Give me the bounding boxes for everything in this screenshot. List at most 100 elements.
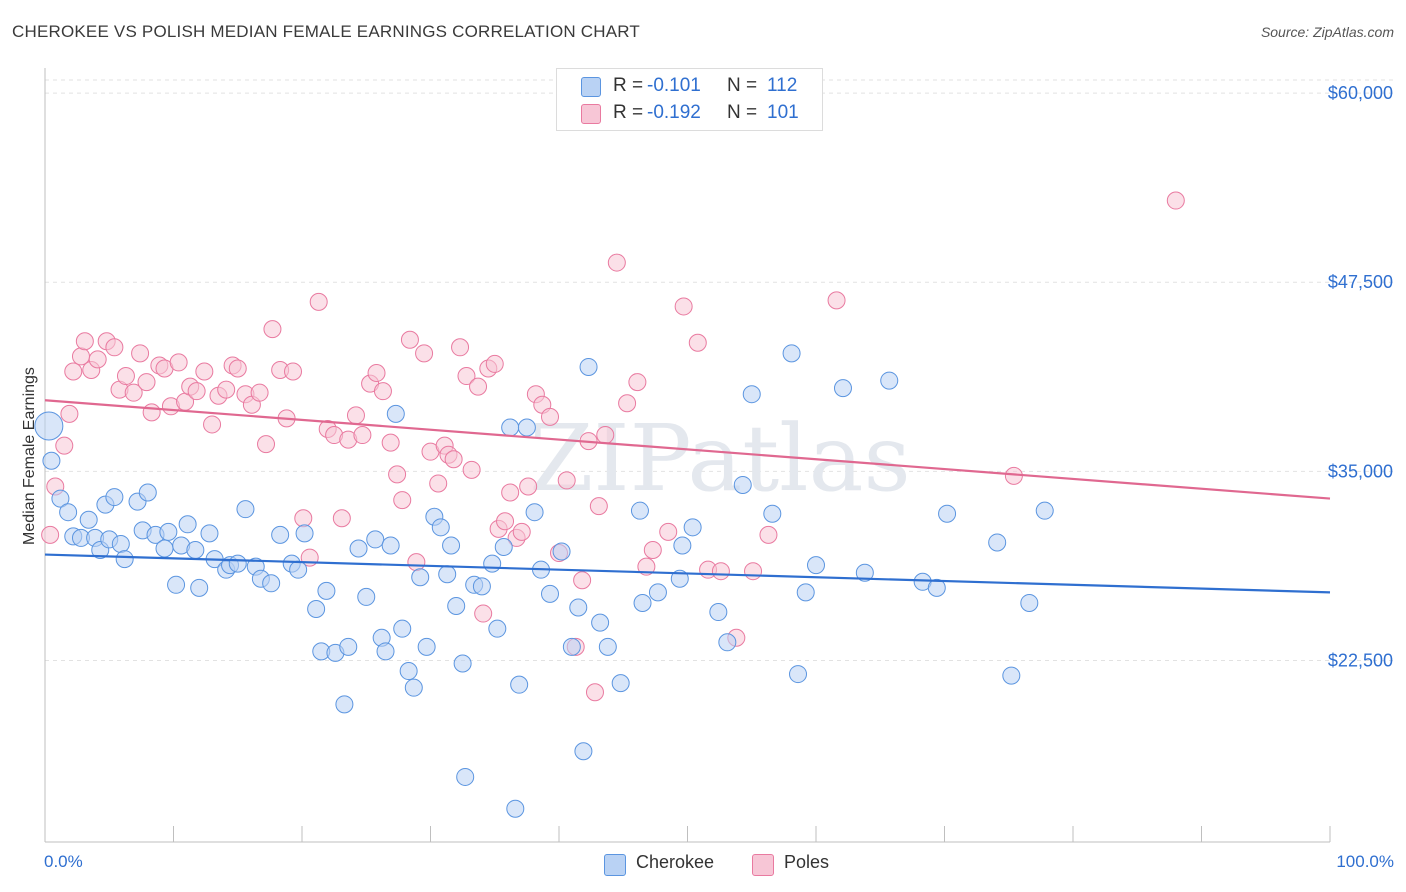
- poles-point: [263, 320, 282, 339]
- poles-point: [637, 557, 656, 576]
- cherokee-point: [562, 637, 581, 656]
- poles-point: [373, 382, 392, 401]
- cherokee-point: [34, 411, 64, 441]
- cherokee-point: [574, 742, 593, 761]
- cherokee-point: [167, 575, 186, 594]
- cherokee-point: [79, 510, 98, 529]
- poles-point: [388, 465, 407, 484]
- cherokee-point: [59, 503, 78, 522]
- cherokee-point: [376, 642, 395, 661]
- poles-point: [512, 522, 531, 541]
- cherokee-point: [381, 536, 400, 555]
- cherokee-point: [105, 488, 124, 507]
- cherokee-point: [295, 524, 314, 543]
- poles-trend-line: [44, 399, 1331, 500]
- legend-r-label: R =: [613, 102, 644, 123]
- cherokee-point: [42, 451, 61, 470]
- cherokee-point: [404, 678, 423, 697]
- cherokee-point: [782, 344, 801, 363]
- cherokee-point: [453, 654, 472, 673]
- poles-point: [541, 407, 560, 426]
- poles-point: [415, 344, 434, 363]
- cherokee-point: [431, 518, 450, 537]
- cherokee-point: [796, 583, 815, 602]
- cherokee-point: [611, 674, 630, 693]
- poles-point: [1166, 191, 1185, 210]
- cherokee-point: [789, 665, 808, 684]
- cherokee-point: [393, 619, 412, 638]
- poles-point: [444, 450, 463, 469]
- cherokee-point: [115, 550, 134, 569]
- poles-point: [711, 562, 730, 581]
- poles-point: [688, 333, 707, 352]
- cherokee-point: [178, 515, 197, 534]
- poles-point: [429, 474, 448, 493]
- poles-point: [573, 571, 592, 590]
- watermark: ZIPatlas: [529, 405, 910, 512]
- poles-point: [393, 491, 412, 510]
- poles-point: [759, 525, 778, 544]
- cherokee-point: [733, 475, 752, 494]
- poles-point: [557, 471, 576, 490]
- bottom-legend-swatch-poles: [752, 854, 774, 876]
- poles-point: [217, 380, 236, 399]
- cherokee-point: [670, 569, 689, 588]
- cherokee-point: [159, 522, 178, 541]
- poles-point: [75, 332, 94, 351]
- poles-point: [195, 362, 214, 381]
- poles-point: [105, 338, 124, 357]
- cherokee-point: [447, 596, 466, 615]
- poles-point: [744, 562, 763, 581]
- cherokee-point: [317, 581, 336, 600]
- legend-swatch-cherokee: [581, 77, 601, 97]
- trend-lines: [44, 399, 1331, 594]
- cherokee-point: [988, 533, 1007, 552]
- poles-point: [64, 362, 83, 381]
- cherokee-point: [472, 577, 491, 596]
- poles-point: [519, 477, 538, 496]
- cherokee-point: [186, 541, 205, 560]
- cherokee-point: [190, 578, 209, 597]
- cherokee-point: [271, 525, 290, 544]
- cherokee-point: [456, 767, 475, 786]
- poles-point: [596, 426, 615, 445]
- poles-point: [228, 359, 247, 378]
- cherokee-point: [236, 500, 255, 519]
- cherokee-point: [855, 563, 874, 582]
- poles-point: [131, 344, 150, 363]
- cherokee-point: [517, 418, 536, 437]
- y-axis-label: Median Female Earnings: [21, 367, 38, 545]
- legend-n-label: N =: [727, 75, 758, 96]
- poles-point: [169, 353, 188, 372]
- poles-point: [643, 541, 662, 560]
- poles-point: [367, 364, 386, 383]
- cherokee-point: [262, 574, 281, 593]
- cherokee-points: [34, 344, 1054, 818]
- poles-point: [628, 373, 647, 392]
- cherokee-point: [525, 503, 544, 522]
- bottom-legend-label: Cherokee: [636, 852, 715, 872]
- poles-point: [659, 522, 678, 541]
- cherokee-point: [763, 504, 782, 523]
- poles-point: [474, 604, 493, 623]
- cherokee-point: [494, 537, 513, 556]
- bottom-legend-label: Poles: [784, 852, 830, 872]
- poles-point: [346, 406, 365, 425]
- poles-point: [41, 525, 60, 544]
- cherokee-point: [807, 556, 825, 575]
- poles-point: [124, 383, 143, 402]
- cherokee-point: [411, 568, 430, 587]
- cherokee-point: [438, 565, 457, 584]
- poles-point: [496, 512, 515, 531]
- cherokee-point: [228, 554, 247, 573]
- chart-title: CHEROKEE VS POLISH MEDIAN FEMALE EARNING…: [12, 22, 641, 41]
- poles-point: [353, 426, 372, 445]
- y-tick-label: $60,000: [1328, 83, 1393, 103]
- x-tick-label-max: 100.0%: [1336, 852, 1394, 871]
- cherokee-point: [417, 637, 436, 656]
- poles-point: [589, 497, 608, 516]
- poles-point: [294, 509, 313, 528]
- poles-point: [142, 403, 161, 422]
- cherokee-point: [307, 600, 326, 619]
